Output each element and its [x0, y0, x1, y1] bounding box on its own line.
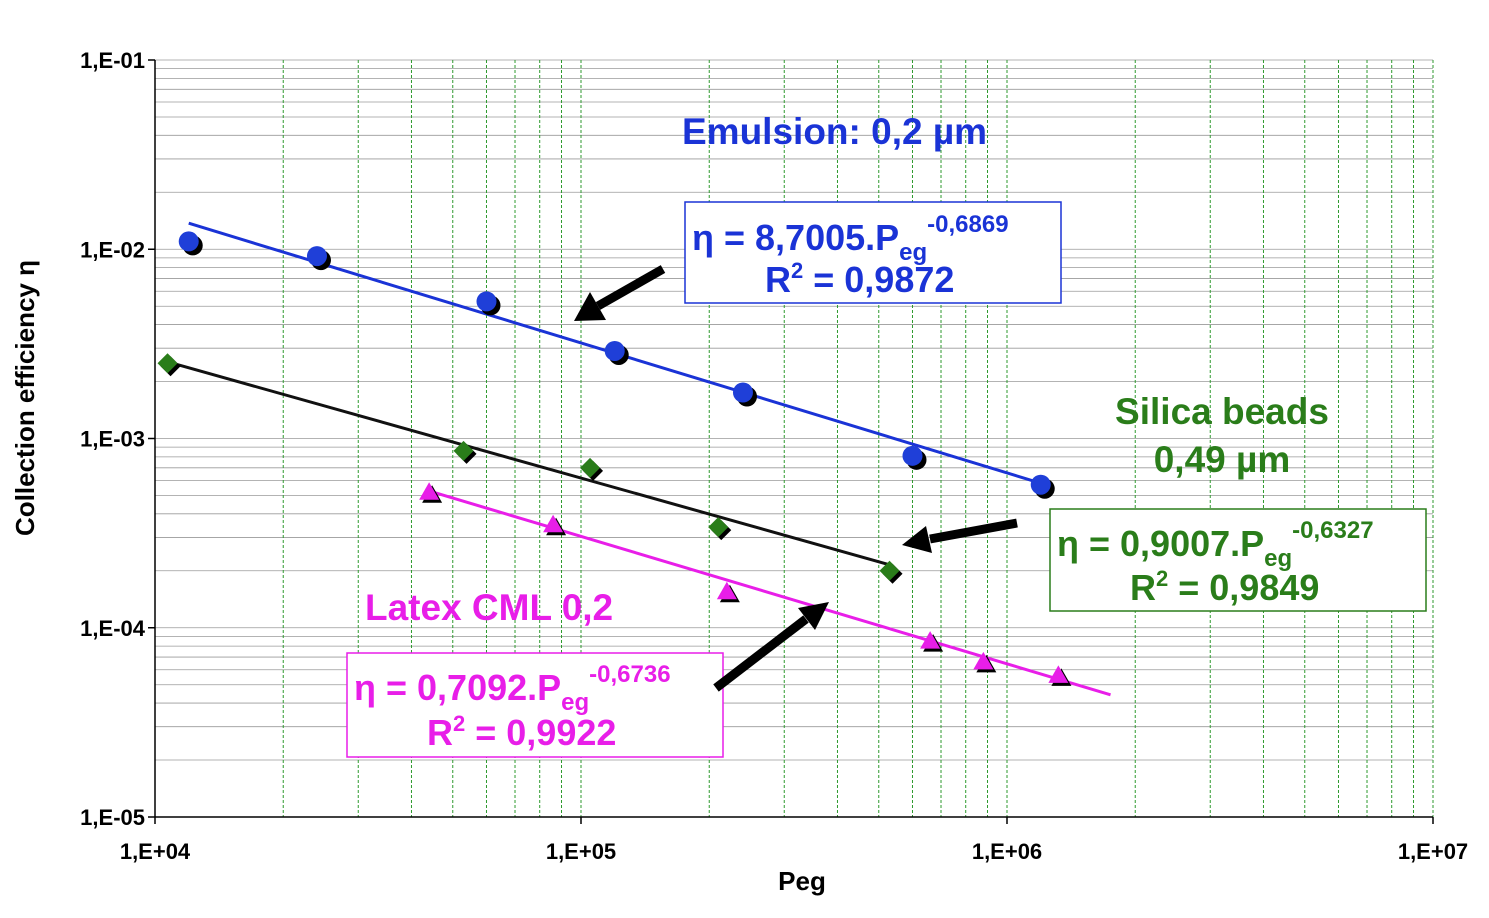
circle-marker — [476, 291, 497, 312]
triangle-marker — [419, 482, 440, 500]
y-axis-title: Collection efficiency η — [10, 260, 40, 536]
latex-equation-box — [346, 652, 724, 758]
y-tick-label: 1,E-02 — [80, 237, 145, 262]
diamond-marker — [157, 353, 178, 374]
trend-line — [428, 489, 1111, 697]
x-axis-tick-labels: 1,E+04 1,E+05 1,E+06 1,E+07 — [120, 839, 1468, 864]
latex-equation: η = 0,7092.Peg-0,6736 — [354, 661, 671, 716]
data-markers — [157, 231, 1072, 686]
circle-marker — [604, 340, 625, 361]
circle-marker — [732, 382, 753, 403]
diamond-marker — [580, 457, 601, 478]
triangle-marker — [1048, 665, 1069, 683]
x-tick-label: 1,E+06 — [972, 839, 1042, 864]
silica-equation: η = 0,9007.Peg-0,6327 — [1057, 517, 1374, 572]
silica-arrow-shaft — [929, 518, 1018, 544]
silica-equation-box — [1049, 508, 1427, 612]
y-axis-tick-labels: 1,E-05 1,E-04 1,E-03 1,E-02 1,E-01 — [80, 48, 146, 830]
emulsion-equation-box — [684, 201, 1062, 304]
emulsion-arrow-head — [574, 292, 606, 321]
latex-series-label: Latex CML 0,2 — [365, 587, 613, 628]
emulsion-r-squared: R2 = 0,9872 — [765, 258, 954, 300]
x-tick-label: 1,E+07 — [1398, 839, 1468, 864]
x-axis-title: Peg — [778, 866, 826, 896]
triangle-marker — [543, 514, 564, 533]
silica-arrow-head — [902, 526, 932, 553]
trend-line — [167, 360, 890, 567]
arrows — [574, 265, 1018, 692]
x-tick-label: 1,E+04 — [120, 839, 191, 864]
emulsion-arrow-shaft — [595, 265, 666, 310]
latex-arrow-head — [798, 602, 829, 630]
latex-r-squared: R2 = 0,9922 — [427, 711, 616, 753]
circle-marker — [178, 231, 199, 252]
x-tick-label: 1,E+05 — [546, 839, 616, 864]
triangle-marker — [716, 581, 737, 600]
diamond-marker — [708, 517, 729, 538]
y-tick-label: 1,E-05 — [80, 805, 145, 830]
silica-series-label-line2: 0,49 µm — [1154, 439, 1291, 480]
silica-r-squared: R2 = 0,9849 — [1130, 566, 1319, 608]
emulsion-series-label: Emulsion: 0,2 µm — [682, 111, 987, 152]
emulsion-equation: η = 8,7005.Peg-0,6869 — [692, 211, 1009, 266]
latex-arrow-shaft — [713, 615, 809, 692]
triangle-marker — [920, 631, 941, 649]
triangle-marker — [973, 651, 994, 670]
y-tick-label: 1,E-03 — [80, 427, 145, 452]
diamond-marker — [453, 440, 474, 461]
axes — [148, 59, 1434, 824]
circle-marker — [306, 246, 327, 267]
circle-marker — [1030, 474, 1051, 495]
diamond-marker — [879, 560, 900, 581]
silica-series-label-line1: Silica beads — [1115, 391, 1329, 432]
circle-marker — [902, 445, 923, 466]
y-tick-label: 1,E-01 — [80, 48, 145, 73]
y-tick-label: 1,E-04 — [80, 616, 146, 641]
